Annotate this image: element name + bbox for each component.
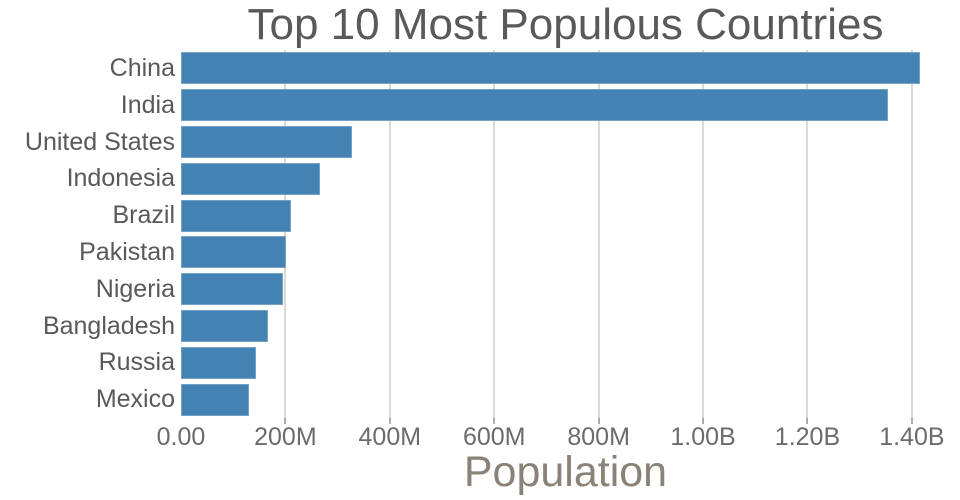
tick-mark-400m (388, 418, 391, 424)
tick-mark-1-40b (910, 418, 913, 424)
bar-indonesia (181, 162, 321, 195)
gridline-200m (284, 50, 287, 418)
y-label-mexico: Mexico (95, 385, 175, 414)
bar-mexico (181, 383, 250, 416)
tick-mark-600m (493, 418, 496, 424)
plot-area (181, 50, 950, 424)
bar-china (181, 52, 920, 85)
x-tick-label-200m: 200M (254, 423, 317, 451)
tick-mark-800m (597, 418, 600, 424)
bar-united-states (181, 126, 352, 158)
gridline-400m (388, 50, 391, 418)
chart-title: Top 10 Most Populous Countries (247, 0, 884, 49)
bar-russia (181, 346, 257, 379)
x-tick-label-600m: 600M (462, 423, 526, 451)
y-label-bangladesh: Bangladesh (42, 311, 175, 340)
y-label-pakistan: Pakistan (79, 238, 175, 266)
tick-mark-1-00b (702, 418, 705, 424)
x-tick-label-0-00: 0.00 (156, 423, 206, 451)
y-label-russia: Russia (98, 348, 175, 377)
gridline-1-20b (806, 50, 809, 418)
x-tick-label-1-20b: 1.20B (774, 423, 841, 451)
y-label-brazil: Brazil (112, 201, 175, 230)
bar-bangladesh (181, 310, 268, 342)
bar-pakistan (181, 236, 286, 269)
y-label-indonesia: Indonesia (66, 164, 175, 193)
gridline-600m (493, 50, 496, 418)
tick-mark-1-20b (806, 418, 809, 424)
y-label-china: China (109, 54, 175, 82)
gridline-1-40b (910, 50, 913, 418)
x-tick-label-1-00b: 1.00B (670, 423, 736, 451)
y-label-nigeria: Nigeria (95, 274, 175, 303)
tick-mark-200m (284, 418, 287, 424)
y-label-india: India (120, 90, 175, 119)
x-axis-title: Population (463, 448, 668, 496)
bar-india (181, 89, 888, 122)
x-tick-label-1-40b: 1.40B (879, 423, 945, 451)
bar-nigeria (181, 273, 284, 306)
x-tick-label-800m: 800M (567, 423, 630, 451)
y-label-united-states: United States (24, 127, 175, 156)
gridline-1-00b (702, 50, 705, 418)
gridline-800m (597, 50, 600, 418)
x-tick-label-400m: 400M (358, 423, 422, 451)
bar-brazil (181, 199, 292, 232)
